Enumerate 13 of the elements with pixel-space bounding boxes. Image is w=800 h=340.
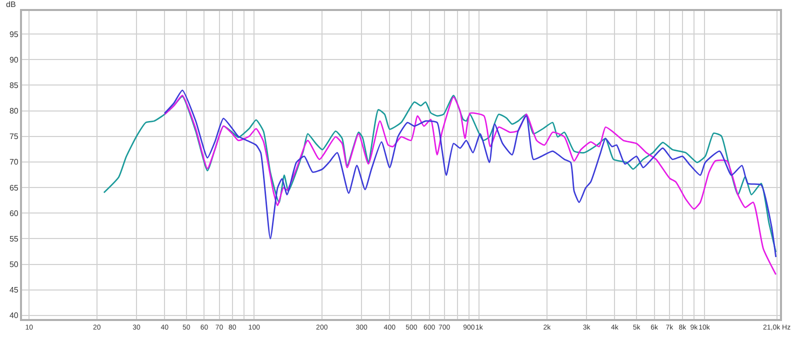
y-tick-label: 95 bbox=[9, 30, 19, 39]
y-tick-label: 40 bbox=[9, 311, 19, 320]
y-tick-label: 85 bbox=[9, 80, 19, 90]
y-tick-label: 50 bbox=[9, 260, 19, 270]
y-tick-label: 75 bbox=[9, 132, 19, 142]
y-tick-label: 80 bbox=[9, 106, 19, 116]
y-tick-label: 60 bbox=[9, 208, 19, 218]
y-tick-label: 65 bbox=[9, 183, 19, 192]
y-tick-label: 70 bbox=[9, 158, 19, 167]
y-tick-label: 55 bbox=[9, 234, 19, 244]
y-tick-label: 90 bbox=[9, 55, 19, 64]
y-tick-label: 45 bbox=[9, 286, 19, 295]
y-axis-title: dB bbox=[6, 0, 16, 9]
